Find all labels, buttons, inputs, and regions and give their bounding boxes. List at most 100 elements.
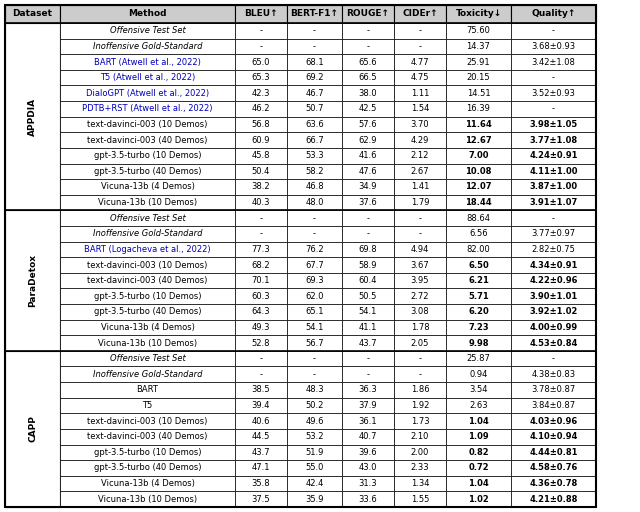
Bar xyxy=(235,242,287,257)
Text: BART (Logacheva et al., 2022): BART (Logacheva et al., 2022) xyxy=(84,245,211,254)
Text: 12.07: 12.07 xyxy=(465,182,492,191)
Bar xyxy=(287,304,342,319)
Bar xyxy=(342,148,394,163)
Bar xyxy=(342,476,394,492)
Bar xyxy=(394,179,446,195)
Bar xyxy=(511,351,596,367)
Text: 62.9: 62.9 xyxy=(359,136,377,144)
Bar xyxy=(60,429,235,444)
Bar xyxy=(60,444,235,460)
Bar xyxy=(394,398,446,413)
Bar xyxy=(446,242,511,257)
Text: -: - xyxy=(259,370,262,379)
Text: Vicuna-13b (4 Demos): Vicuna-13b (4 Demos) xyxy=(100,479,195,488)
Text: 36.3: 36.3 xyxy=(358,386,378,394)
Bar xyxy=(235,163,287,179)
Text: 1.04: 1.04 xyxy=(468,479,489,488)
Text: 43.7: 43.7 xyxy=(252,448,270,457)
Bar xyxy=(446,367,511,382)
Text: 1.92: 1.92 xyxy=(411,401,429,410)
Text: 4.21±0.88: 4.21±0.88 xyxy=(529,495,578,504)
Text: 4.10±0.94: 4.10±0.94 xyxy=(529,432,578,441)
Bar xyxy=(342,444,394,460)
Bar xyxy=(342,226,394,242)
Bar xyxy=(235,476,287,492)
Bar xyxy=(235,148,287,163)
Bar xyxy=(235,444,287,460)
Text: 10.08: 10.08 xyxy=(465,167,492,176)
Bar xyxy=(287,195,342,210)
Text: 1.04: 1.04 xyxy=(468,417,489,425)
Bar xyxy=(342,179,394,195)
Text: text-davinci-003 (40 Demos): text-davinci-003 (40 Demos) xyxy=(87,136,208,144)
Bar xyxy=(235,492,287,507)
Text: 40.6: 40.6 xyxy=(252,417,270,425)
Bar xyxy=(287,382,342,398)
Bar xyxy=(511,444,596,460)
Text: -: - xyxy=(419,229,422,238)
Text: Inoffensive Gold-Standard: Inoffensive Gold-Standard xyxy=(93,42,202,51)
Text: 50.4: 50.4 xyxy=(252,167,270,176)
Text: Vicuna-13b (4 Demos): Vicuna-13b (4 Demos) xyxy=(100,323,195,332)
Bar xyxy=(446,54,511,70)
Text: T5: T5 xyxy=(142,401,152,410)
Text: 3.08: 3.08 xyxy=(411,307,429,316)
Bar xyxy=(235,38,287,54)
Text: 3.87±1.00: 3.87±1.00 xyxy=(529,182,577,191)
Bar xyxy=(60,288,235,304)
Text: 60.4: 60.4 xyxy=(359,276,377,285)
Bar xyxy=(60,23,235,38)
Bar xyxy=(235,226,287,242)
Text: 64.3: 64.3 xyxy=(252,307,270,316)
Bar xyxy=(287,210,342,226)
Text: ROUGE↑: ROUGE↑ xyxy=(346,10,390,18)
Bar xyxy=(287,163,342,179)
Bar xyxy=(394,492,446,507)
Bar xyxy=(287,148,342,163)
Bar xyxy=(235,429,287,444)
Bar xyxy=(235,413,287,429)
Bar xyxy=(60,382,235,398)
Bar xyxy=(446,23,511,38)
Bar xyxy=(394,54,446,70)
Text: -: - xyxy=(552,73,555,82)
Text: 65.0: 65.0 xyxy=(252,57,270,67)
Bar xyxy=(235,132,287,148)
Text: 3.68±0.93: 3.68±0.93 xyxy=(531,42,575,51)
Bar xyxy=(511,304,596,319)
Bar xyxy=(60,70,235,86)
Text: 42.5: 42.5 xyxy=(359,104,377,113)
Text: 63.6: 63.6 xyxy=(305,120,324,129)
Bar xyxy=(342,367,394,382)
Text: 58.9: 58.9 xyxy=(359,261,377,269)
Text: 3.70: 3.70 xyxy=(411,120,429,129)
Text: 4.44±0.81: 4.44±0.81 xyxy=(529,448,578,457)
Bar xyxy=(446,382,511,398)
Text: 7.23: 7.23 xyxy=(468,323,489,332)
Text: -: - xyxy=(367,42,369,51)
Bar xyxy=(287,242,342,257)
Text: 4.58±0.76: 4.58±0.76 xyxy=(529,463,578,473)
Bar xyxy=(342,86,394,101)
Text: 50.5: 50.5 xyxy=(359,292,377,301)
Bar xyxy=(287,38,342,54)
Bar xyxy=(287,132,342,148)
Text: 9.98: 9.98 xyxy=(468,338,489,348)
Bar xyxy=(60,117,235,132)
Text: 2.82±0.75: 2.82±0.75 xyxy=(532,245,575,254)
Text: ParaDetox: ParaDetox xyxy=(28,254,37,307)
Bar xyxy=(394,367,446,382)
Text: 2.33: 2.33 xyxy=(411,463,429,473)
Bar xyxy=(394,444,446,460)
Text: 65.6: 65.6 xyxy=(358,57,378,67)
Text: Inoffensive Gold-Standard: Inoffensive Gold-Standard xyxy=(93,229,202,238)
Bar xyxy=(60,242,235,257)
Text: 16.39: 16.39 xyxy=(467,104,490,113)
Bar xyxy=(342,195,394,210)
Text: 1.86: 1.86 xyxy=(411,386,429,394)
Bar xyxy=(446,492,511,507)
Bar xyxy=(235,319,287,335)
Bar xyxy=(446,319,511,335)
Text: 38.5: 38.5 xyxy=(252,386,270,394)
Text: Vicuna-13b (10 Demos): Vicuna-13b (10 Demos) xyxy=(98,338,197,348)
